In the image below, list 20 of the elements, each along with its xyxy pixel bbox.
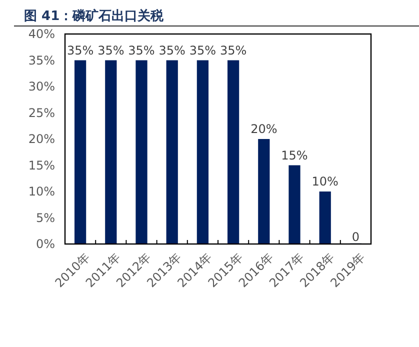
y-tick-label: 15% <box>28 158 55 172</box>
data-label: 35% <box>189 43 216 58</box>
data-label: 10% <box>312 174 338 188</box>
data-label: 35% <box>128 43 155 58</box>
y-tick-label: 10% <box>28 184 55 199</box>
y-tick-label: 35% <box>28 53 55 68</box>
data-label: 0 <box>352 230 360 244</box>
data-label: 35% <box>98 43 124 58</box>
data-label: 15% <box>281 148 308 162</box>
data-label: 20% <box>250 122 278 136</box>
y-tick-label: 30% <box>28 80 55 94</box>
y-tick-label: 5% <box>36 210 55 225</box>
y-tick-label: 25% <box>28 106 55 120</box>
data-label: 35% <box>66 43 94 58</box>
data-label: 35% <box>220 43 247 58</box>
data-label: 35% <box>158 43 186 58</box>
y-tick-label: 40% <box>28 27 55 42</box>
chart-title: 图 41：磷矿石出口关税 <box>24 8 165 24</box>
y-tick-label: 20% <box>28 132 55 146</box>
y-tick-label: 0% <box>36 237 55 252</box>
